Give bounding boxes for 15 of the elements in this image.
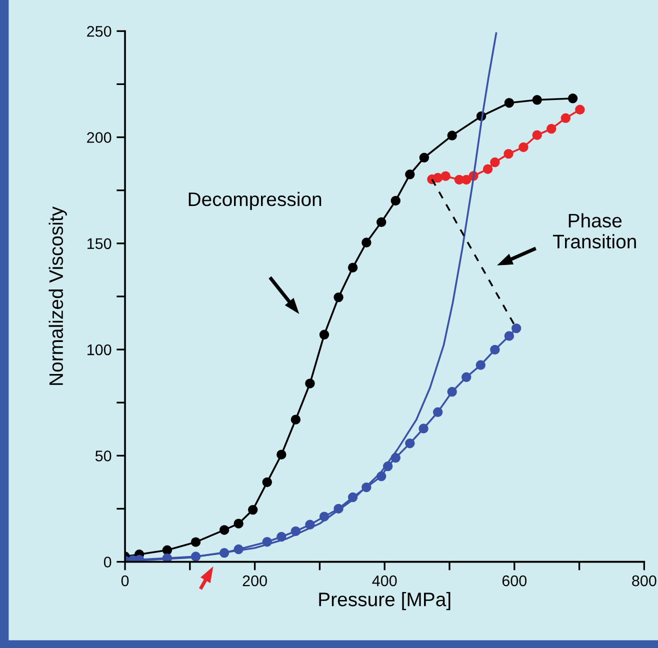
y-tick-label: 200 [87, 132, 112, 143]
annotation: Decompression [188, 192, 322, 210]
y-tick-label: 50 [95, 450, 112, 462]
x-tick-label: 200 [242, 575, 267, 586]
annotation: Phase Transition [552, 213, 636, 248]
x-axis-title: Pressure [MPa] [319, 592, 450, 610]
y-axis-title: Normalized Viscosity [48, 206, 67, 385]
y-tick-label: 0 [104, 556, 112, 568]
x-tick-label: 600 [502, 575, 527, 586]
x-tick-label: 400 [372, 575, 397, 586]
y-tick-label: 250 [87, 26, 112, 37]
x-tick-label: 800 [632, 575, 656, 586]
x-tick-label: 0 [121, 575, 129, 586]
y-tick-label: 150 [88, 238, 112, 250]
y-tick-label: 100 [88, 344, 112, 356]
